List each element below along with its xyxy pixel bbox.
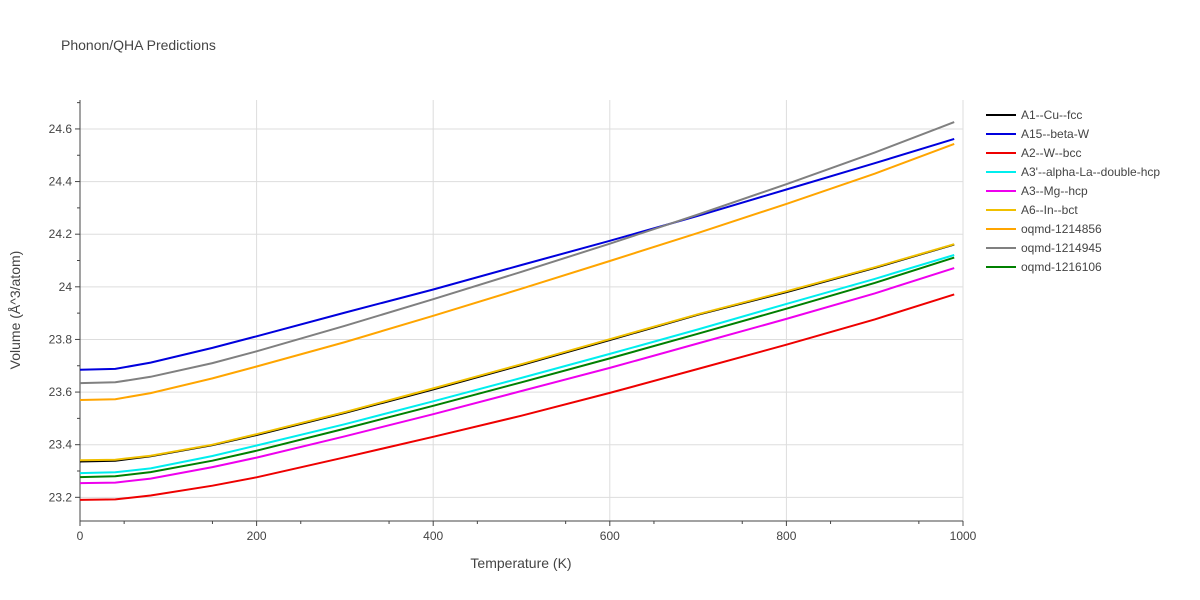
legend-item-4[interactable]: A3--Mg--hcp <box>986 184 1088 198</box>
legend-label: A15--beta-W <box>1021 127 1090 141</box>
legend-item-2[interactable]: A2--W--bcc <box>986 146 1081 160</box>
legend-item-7[interactable]: oqmd-1214945 <box>986 241 1102 255</box>
x-tick-label: 600 <box>600 529 620 543</box>
y-tick-label: 24 <box>59 280 73 294</box>
y-axis-title: Volume (Å^3/atom) <box>7 251 23 370</box>
y-tick-label: 23.2 <box>49 490 73 504</box>
series-lines <box>79 121 955 501</box>
chart-title: Phonon/QHA Predictions <box>61 37 216 53</box>
gridlines <box>80 100 964 521</box>
y-tick-label: 24.2 <box>49 227 73 241</box>
legend-label: A1--Cu--fcc <box>1021 108 1082 122</box>
legend-item-3[interactable]: A3'--alpha-La--double-hcp <box>986 165 1160 179</box>
series-line-5 <box>79 243 955 462</box>
series-line-3 <box>79 254 955 475</box>
series-line-2 <box>79 293 955 501</box>
x-tick-label: 200 <box>247 529 267 543</box>
y-tick-label: 23.4 <box>49 438 73 452</box>
legend-item-1[interactable]: A15--beta-W <box>986 127 1090 141</box>
x-tick-label: 400 <box>423 529 443 543</box>
legend-item-0[interactable]: A1--Cu--fcc <box>986 108 1082 122</box>
legend-label: A3'--alpha-La--double-hcp <box>1021 165 1160 179</box>
legend-label: A6--In--bct <box>1021 203 1078 217</box>
y-tick-label: 24.4 <box>49 175 73 189</box>
series-line-1 <box>79 137 955 371</box>
legend[interactable]: A1--Cu--fcc A15--beta-W A2--W--bcc A3'--alp… <box>986 108 1160 274</box>
series-line-6 <box>79 142 955 401</box>
legend-label: A2--W--bcc <box>1021 146 1081 160</box>
series-line-8 <box>79 256 955 479</box>
y-tick-label: 23.8 <box>49 332 73 346</box>
legend-label: oqmd-1216106 <box>1021 260 1102 274</box>
series-line-7 <box>79 121 955 385</box>
x-axis-title: Temperature (K) <box>470 555 571 571</box>
legend-item-5[interactable]: A6--In--bct <box>986 203 1078 217</box>
legend-label: oqmd-1214945 <box>1021 241 1102 255</box>
x-tick-label: 1000 <box>950 529 977 543</box>
series-line-0 <box>79 243 955 463</box>
axes: 23.2 23.4 23.6 23.8 24 24.2 24.4 24.6 0 200 400 600… <box>49 100 977 543</box>
legend-label: A3--Mg--hcp <box>1021 184 1088 198</box>
y-tick-label: 24.6 <box>49 122 73 136</box>
legend-item-6[interactable]: oqmd-1214856 <box>986 222 1102 236</box>
legend-item-8[interactable]: oqmd-1216106 <box>986 260 1102 274</box>
y-tick-label: 23.6 <box>49 385 73 399</box>
x-tick-label: 800 <box>776 529 796 543</box>
legend-label: oqmd-1214856 <box>1021 222 1102 236</box>
series-line-4 <box>79 267 955 485</box>
x-tick-label: 0 <box>77 529 84 543</box>
